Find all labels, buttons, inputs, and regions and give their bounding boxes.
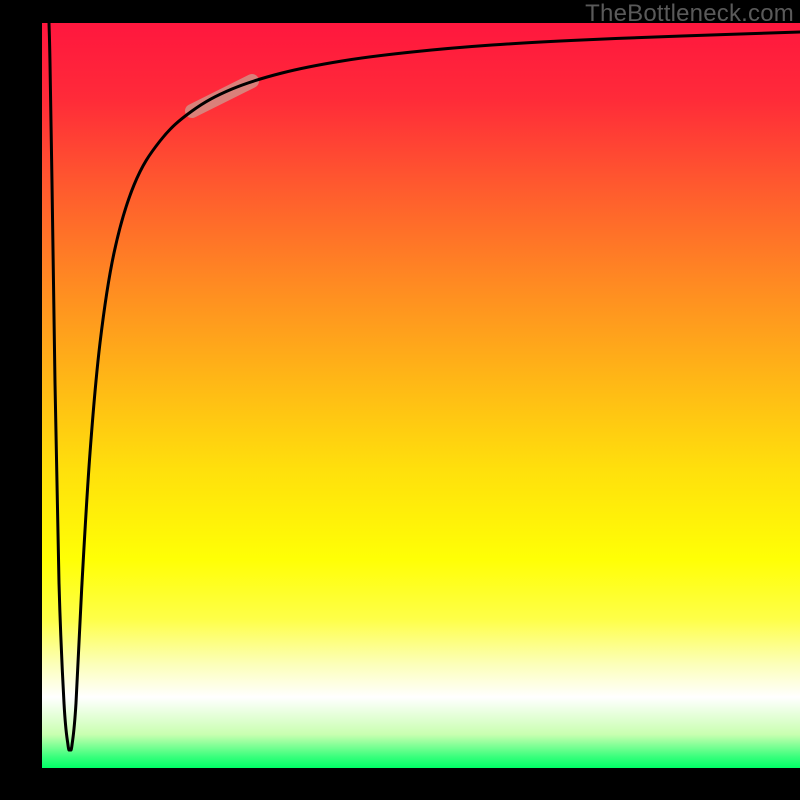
- watermark-label: TheBottleneck.com: [585, 0, 794, 28]
- frame-left: [0, 0, 42, 800]
- gradient-background: [42, 23, 800, 768]
- frame-bottom: [0, 768, 800, 800]
- plot-area: [42, 23, 800, 768]
- chart-container: TheBottleneck.com: [0, 0, 800, 800]
